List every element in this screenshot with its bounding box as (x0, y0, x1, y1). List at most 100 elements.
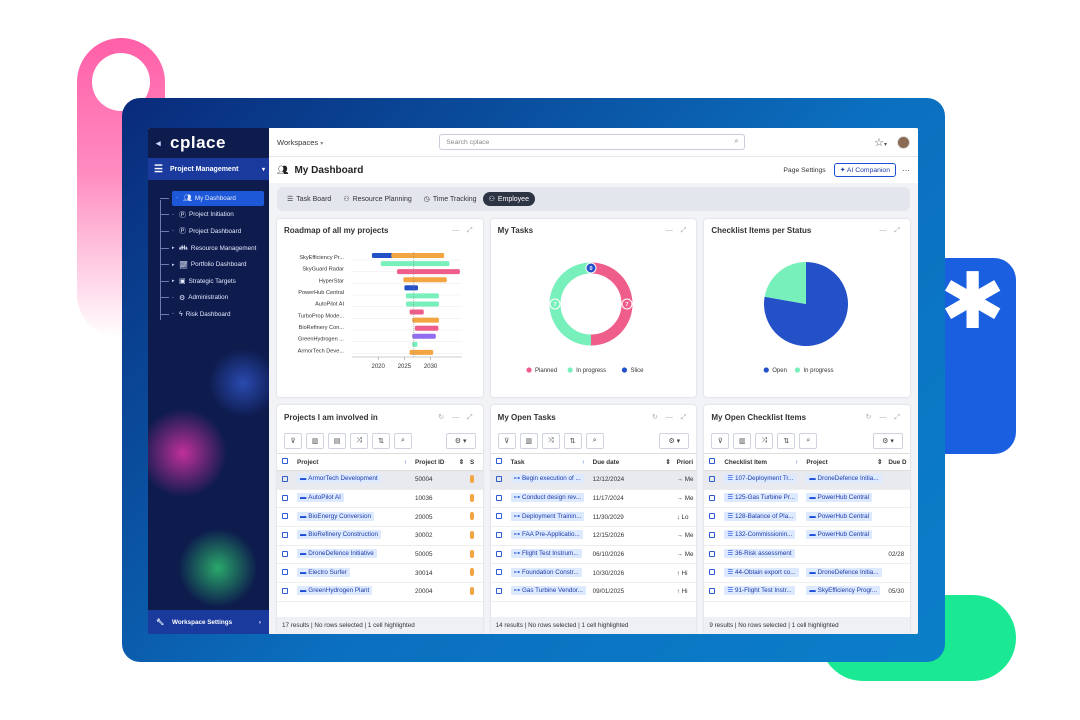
row-checkbox[interactable] (282, 513, 288, 520)
more-icon[interactable]: ⋯ (902, 165, 910, 175)
window-controls[interactable]: — ⤢ (452, 226, 476, 234)
page-settings-button[interactable]: Page Settings (783, 166, 826, 174)
row-checkbox[interactable] (495, 550, 502, 557)
row-checkbox[interactable] (709, 550, 716, 557)
ai-companion-button[interactable]: ✦ AI Companion (833, 163, 896, 177)
table-row[interactable]: ▬ GreenHydrogen Plant 20004 (277, 582, 483, 602)
sort-icon[interactable]: ⇅ (563, 433, 582, 449)
col-header[interactable]: S (467, 453, 483, 471)
row-checkbox[interactable] (282, 494, 288, 501)
filter-icon[interactable]: ⊽ (497, 433, 516, 449)
project-link[interactable]: ▬ PowerHub Central (806, 530, 873, 540)
item-link[interactable]: ☰ 44-Obtain export co... (724, 567, 799, 577)
row-checkbox[interactable] (709, 494, 716, 501)
row-checkbox[interactable] (282, 531, 288, 538)
sidebar-item-project-dashboard[interactable]: ◦ Ⓟ Project Dashboard (148, 223, 269, 240)
row-checkbox[interactable] (495, 531, 502, 538)
table-row[interactable]: ☰ 125-Gas Turbine Pr... ▬ PowerHub Central (704, 489, 910, 509)
table-row[interactable]: ⊶ Gas Turbine Vendor... 09/01/2025 ↑ Hi (490, 582, 697, 602)
item-link[interactable]: ▬ AutoPilot AI (297, 493, 344, 503)
item-link[interactable]: ⊶ Gas Turbine Vendor... (510, 586, 586, 596)
col-header[interactable]: Task ↑ (507, 453, 590, 471)
table-row[interactable]: ☰ 128-Balance of Pla... ▬ PowerHub Central (704, 507, 910, 528)
row-checkbox[interactable] (709, 569, 716, 576)
table-row[interactable]: ⊶ Foundation Constr... 10/30/2026 ↑ Hi (490, 563, 697, 584)
row-checkbox[interactable] (282, 587, 288, 594)
item-link[interactable]: ⊶ Conduct design rev... (510, 493, 584, 503)
project-link[interactable]: ▬ PowerHub Central (806, 511, 873, 521)
col-header[interactable]: Project ⇕ (803, 453, 886, 471)
window-controls[interactable]: ↻ — ⤢ (438, 413, 476, 421)
workspace-settings[interactable]: 🔧︎ Workspace Settings › (148, 610, 269, 634)
row-checkbox[interactable] (495, 494, 502, 501)
tab-time-tracking[interactable]: ◷ Time Tracking (418, 192, 483, 206)
tab-resource-planning[interactable]: ⚇ Resource Planning (337, 192, 417, 206)
item-link[interactable]: ☰ 132-Commissionin... (724, 530, 796, 540)
table-row[interactable]: ⊶ Conduct design rev... 11/17/2024 → Me (490, 489, 697, 509)
row-checkbox[interactable] (282, 550, 288, 557)
project-link[interactable]: ▬ DroneDefence Initia... (806, 474, 882, 484)
row-checkbox[interactable] (495, 513, 502, 520)
select-all-checkbox[interactable] (282, 458, 288, 464)
project-link[interactable]: ▬ DroneDefence Initia... (806, 567, 882, 577)
row-checkbox[interactable] (495, 587, 502, 594)
table-row[interactable]: ☰ 132-Commissionin... ▬ PowerHub Central (704, 526, 910, 546)
item-link[interactable]: ☰ 128-Balance of Pla... (724, 511, 797, 521)
row-checkbox[interactable] (282, 569, 288, 576)
table-row[interactable]: ☰ 107-Deployment Tr... ▬ DroneDefence Initi… (704, 470, 910, 490)
tab-task-board[interactable]: ☰ Task Board (281, 192, 337, 206)
avatar[interactable] (897, 135, 910, 149)
table-row[interactable]: ▬ BioEnergy Conversion 20005 (277, 507, 483, 528)
col-header[interactable]: Due date ⇕ (589, 453, 674, 471)
star-icon[interactable]: ☆▾ (874, 136, 887, 149)
filter-icon[interactable]: ⊽ (711, 433, 730, 449)
table-row[interactable]: ☰ 91-Flight Test Instr... ▬ SkyEfficiency P… (704, 582, 910, 602)
table-row[interactable]: ⊶ Deployment Trainin... 11/30/2029 ↓ Lo (490, 507, 697, 528)
settings-gear-icon[interactable]: ⚙ ▾ (659, 433, 690, 449)
col-header[interactable]: Checklist Item ↑ (721, 453, 804, 471)
search-icon[interactable]: ⌕ (799, 433, 818, 449)
table-row[interactable]: ▬ ArmorTech Development 50004 (277, 470, 483, 490)
row-checkbox[interactable] (495, 475, 502, 482)
columns-icon[interactable]: ▥ (306, 433, 324, 449)
col-header[interactable]: Priori (673, 453, 697, 471)
sidebar-item-strategic-targets[interactable]: ▸ ▣ Strategic Targets (148, 273, 269, 290)
columns-icon[interactable]: ▥ (519, 433, 538, 449)
item-link[interactable]: ⊶ Begin execution of ... (510, 474, 584, 484)
item-link[interactable]: ☰ 91-Flight Test Instr... (724, 586, 795, 596)
item-link[interactable]: ⊶ Deployment Trainin... (510, 511, 585, 521)
item-link[interactable]: ☰ 125-Gas Turbine Pr... (724, 493, 798, 503)
project-link[interactable]: ▬ SkyEfficiency Progr... (806, 586, 881, 596)
search-icon[interactable]: ⌕ (585, 433, 604, 449)
item-link[interactable]: ▬ ArmorTech Development (297, 474, 381, 484)
table-row[interactable]: ▬ BioRefinery Construction 30002 (277, 526, 483, 546)
item-link[interactable]: ☰ 36-Risk assessment (724, 549, 795, 559)
table-row[interactable]: ☰ 36-Risk assessment 02/28 (704, 545, 910, 565)
table-row[interactable]: ▬ Electro Surfer 30014 (277, 563, 483, 584)
settings-gear-icon[interactable]: ⚙ ▾ (445, 433, 476, 449)
select-all-checkbox[interactable] (709, 458, 716, 464)
table-row[interactable]: ▬ DroneDefence Initiative 50005 (277, 545, 483, 565)
item-link[interactable]: ▬ GreenHydrogen Plant (297, 586, 373, 596)
row-checkbox[interactable] (709, 475, 716, 482)
col-header[interactable]: Due D (885, 453, 910, 471)
item-link[interactable]: ▬ Electro Surfer (297, 567, 350, 577)
sidebar-item-risk-dashboard[interactable]: ◦ ϟ Risk Dashboard (148, 306, 269, 323)
row-checkbox[interactable] (709, 531, 716, 538)
sort-icon[interactable]: ⇅ (777, 433, 796, 449)
window-controls[interactable]: — ⤢ (879, 226, 903, 234)
table-row[interactable]: ⊶ FAA Pre-Applicatio... 12/15/2026 → Me (490, 526, 697, 546)
table-row[interactable]: ⊶ Flight Test Instrum... 06/10/2026 → Me (490, 545, 697, 565)
chevron-left-icon[interactable]: ◂ (156, 137, 162, 148)
table-row[interactable]: ☰ 44-Obtain export co... ▬ DroneDefence Ini… (704, 563, 910, 584)
sidebar-item-resource-management[interactable]: ▸ 👪︎ Resource Management (148, 240, 269, 257)
item-link[interactable]: ⊶ Foundation Constr... (510, 567, 582, 577)
tab-employee[interactable]: ⚇ Employee (482, 192, 535, 206)
item-link[interactable]: ☰ 107-Deployment Tr... (724, 474, 797, 484)
shuffle-icon[interactable]: ⤨ (541, 433, 560, 449)
item-link[interactable]: ▬ DroneDefence Initiative (297, 549, 377, 559)
export-icon[interactable]: ▤ (328, 433, 346, 449)
select-all-checkbox[interactable] (495, 458, 502, 464)
sort-icon[interactable]: ⇅ (372, 433, 390, 449)
table-row[interactable]: ⊶ Begin execution of ... 12/12/2024 → Me (490, 470, 697, 490)
